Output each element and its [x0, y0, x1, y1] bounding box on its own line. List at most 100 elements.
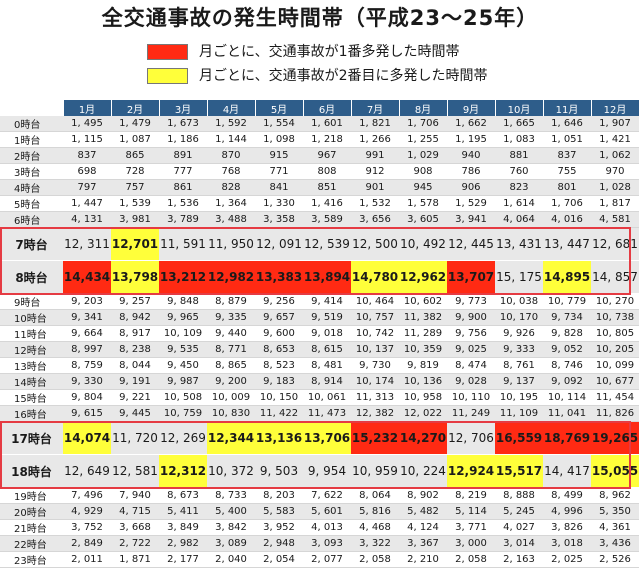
table-cell: 8, 474 [447, 357, 495, 374]
table-cell: 3, 941 [447, 211, 495, 228]
table-cell: 970 [591, 163, 639, 180]
table-cell: 3, 826 [543, 519, 591, 536]
table-cell: 777 [159, 163, 207, 180]
table-cell-second: 14,074 [63, 421, 111, 455]
table-cell: 1, 601 [303, 116, 351, 132]
table-cell: 10, 959 [351, 454, 399, 488]
table-cell: 12, 500 [351, 227, 399, 261]
table-cell: 11, 289 [399, 325, 447, 342]
table-cell: 8, 997 [63, 341, 111, 358]
table-cell: 11, 422 [255, 405, 303, 422]
table-cell: 1, 364 [207, 195, 255, 212]
column-header-12: 12月 [591, 100, 640, 116]
column-header-10: 10月 [495, 100, 544, 116]
table-cell: 10, 359 [399, 341, 447, 358]
table-cell: 8, 771 [207, 341, 255, 358]
table-cell: 2, 054 [255, 551, 303, 568]
table-cell: 9, 535 [159, 341, 207, 358]
table-cell: 10, 205 [591, 341, 639, 358]
table-cell: 10, 958 [399, 389, 447, 406]
table-cell: 3, 589 [303, 211, 351, 228]
row-label: 5時台 [0, 195, 63, 212]
table-cell: 1, 578 [399, 195, 447, 212]
table-cell: 1, 447 [63, 195, 111, 212]
row-label: 2時台 [0, 147, 63, 164]
table-cell: 9, 333 [495, 341, 543, 358]
table-cell-second: 13,798 [111, 260, 159, 294]
table-cell: 3, 358 [255, 211, 303, 228]
table-cell: 3, 981 [111, 211, 159, 228]
table-row: 15時台 9, 804 9, 221 10, 508 10, 009 10, 150 10,… [0, 389, 639, 406]
table-cell-second: 15,055 [591, 454, 639, 488]
table-cell: 9, 848 [159, 293, 207, 310]
table-cell: 10, 830 [207, 405, 255, 422]
table-cell: 10, 224 [399, 454, 447, 488]
row-label: 20時台 [0, 503, 63, 520]
table-cell: 8, 219 [447, 487, 495, 504]
table-cell: 9, 900 [447, 309, 495, 326]
table-cell: 4, 581 [591, 211, 639, 228]
table-row: 4時台 797 757 861 828 841 851 901 945 906 823 801 1, 0… [0, 179, 639, 196]
row-label: 4時台 [0, 179, 63, 196]
table-cell-second: 12,924 [447, 454, 495, 488]
table-cell: 1, 416 [303, 195, 351, 212]
table-cell: 8, 481 [303, 357, 351, 374]
table-cell: 945 [399, 179, 447, 196]
table-cell: 1, 532 [351, 195, 399, 212]
table-cell: 11, 454 [591, 389, 639, 406]
table-cell: 1, 421 [591, 131, 639, 148]
table-cell: 5, 411 [159, 503, 207, 520]
row-label: 7時台 [0, 227, 63, 261]
row-label: 11時台 [0, 325, 63, 342]
table-row: 8時台 14,434 13,798 13,212 12,982 13,383 13,894 1… [0, 260, 639, 294]
row-label: 21時台 [0, 519, 63, 536]
table-cell: 13, 447 [543, 227, 591, 261]
row-label: 1時台 [0, 131, 63, 148]
table-cell: 2, 722 [111, 535, 159, 552]
table-cell: 1, 646 [543, 116, 591, 132]
table-cell-second: 13,706 [303, 421, 351, 455]
column-header-8: 8月 [399, 100, 448, 116]
table-row: 5時台 1, 447 1, 539 1, 536 1, 364 1, 330 1, 416 1… [0, 195, 639, 212]
table-cell: 3, 849 [159, 519, 207, 536]
table-cell: 8, 942 [111, 309, 159, 326]
table-cell: 823 [495, 179, 543, 196]
row-label: 9時台 [0, 293, 63, 310]
table-cell: 728 [111, 163, 159, 180]
table-cell-first: 14,434 [63, 260, 111, 294]
table-cell: 12, 581 [111, 454, 159, 488]
table-cell: 5, 114 [447, 503, 495, 520]
row-label: 17時台 [0, 421, 63, 455]
table-cell: 1, 051 [543, 131, 591, 148]
table-cell: 5, 601 [303, 503, 351, 520]
table-cell-first: 13,707 [447, 260, 495, 294]
table-cell: 9, 200 [207, 373, 255, 390]
table-cell: 1, 479 [111, 116, 159, 132]
table-cell: 4, 996 [543, 503, 591, 520]
table-cell: 797 [63, 179, 111, 196]
table-cell: 9, 926 [495, 325, 543, 342]
row-label: 22時台 [0, 535, 63, 552]
table-cell: 1, 195 [447, 131, 495, 148]
table-cell: 841 [255, 179, 303, 196]
table-cell: 11, 313 [351, 389, 399, 406]
row-label: 19時台 [0, 487, 63, 504]
table-cell: 9, 730 [351, 357, 399, 374]
row-label: 8時台 [0, 260, 63, 294]
table-body: 0時台 1, 495 1, 479 1, 673 1, 592 1, 554 1, 601 1… [0, 116, 639, 568]
table-cell: 5, 245 [495, 503, 543, 520]
table-cell: 915 [255, 147, 303, 164]
table-cell: 3, 668 [111, 519, 159, 536]
table-cell: 10, 137 [351, 341, 399, 358]
table-cell: 8, 879 [207, 293, 255, 310]
table-cell: 12, 382 [351, 405, 399, 422]
table-cell-second: 13,136 [255, 421, 303, 455]
table-cell: 2, 077 [303, 551, 351, 568]
table-cell: 10, 114 [543, 389, 591, 406]
row-label: 23時台 [0, 551, 63, 568]
table-cell: 2, 058 [447, 551, 495, 568]
table-cell: 2, 526 [591, 551, 639, 568]
table-cell: 1, 536 [159, 195, 207, 212]
column-header-3: 3月 [159, 100, 208, 116]
table-cell: 3, 656 [351, 211, 399, 228]
